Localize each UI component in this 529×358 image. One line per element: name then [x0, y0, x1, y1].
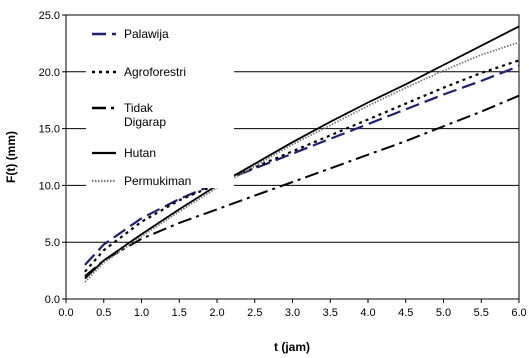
- legend-label-5: Permukiman: [124, 174, 191, 188]
- y-tick-label: 20.0: [39, 67, 60, 79]
- x-tick-label: 5.0: [436, 307, 451, 319]
- x-tick-label: 1.5: [172, 307, 187, 319]
- y-tick-label: 0.0: [45, 294, 60, 306]
- x-tick-label: 0.5: [96, 307, 111, 319]
- x-tick-label: 0.0: [58, 307, 73, 319]
- series-line-1: [84, 65, 520, 266]
- x-tick-label: 6.0: [511, 307, 526, 319]
- x-tick-label: 4.0: [360, 307, 375, 319]
- legend-label-3: Digarap: [124, 115, 166, 129]
- y-tick-label: 25.0: [39, 10, 60, 22]
- y-tick-label: 5.0: [45, 237, 60, 249]
- x-tick-label: 1.0: [134, 307, 149, 319]
- y-tick-label: 15.0: [39, 124, 60, 136]
- x-tick-label: 3.0: [285, 307, 300, 319]
- legend-label-4: Hutan: [124, 146, 156, 160]
- series-group: [84, 25, 520, 283]
- x-tick-label: 2.0: [209, 307, 224, 319]
- series-line-5: [84, 41, 520, 283]
- legend-label-1: Palawija: [124, 27, 169, 41]
- legend-label-2: Agroforestri: [124, 65, 186, 79]
- x-tick-label: 4.5: [398, 307, 413, 319]
- series-line-3: [84, 94, 520, 278]
- x-axis-title: t (jam): [274, 340, 310, 354]
- legend-box: [86, 18, 234, 188]
- x-tick-label: 5.5: [474, 307, 489, 319]
- legend-label-3: Tidak: [124, 101, 154, 115]
- series-line-2: [84, 59, 520, 273]
- x-tick-label: 2.5: [247, 307, 262, 319]
- axes: 0.0 5.0 10.0 15.0 20.0 25.0 0.0 0.5 1.0 1.5 2.0 2.5…: [39, 10, 527, 319]
- x-tick-label: 3.5: [323, 307, 338, 319]
- series-line-4: [84, 25, 520, 280]
- y-axis-title: F(t) (mm): [4, 131, 18, 183]
- y-tick-label: 10.0: [39, 180, 60, 192]
